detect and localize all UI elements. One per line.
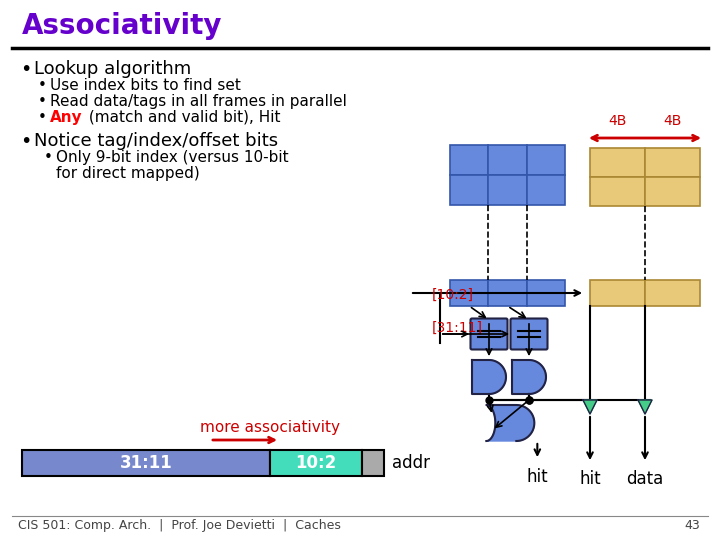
Bar (488, 280, 526, 306)
Text: more associativity: more associativity (200, 420, 340, 435)
Bar (590, 280, 645, 306)
Text: Use index bits to find set: Use index bits to find set (50, 78, 241, 93)
Text: Lookup algorithm: Lookup algorithm (34, 60, 192, 78)
Bar (488, 175, 526, 205)
Text: •: • (38, 78, 47, 93)
Text: 4B: 4B (608, 114, 626, 128)
Text: [10:2]: [10:2] (432, 288, 474, 302)
Bar (645, 280, 700, 306)
Text: •: • (44, 150, 53, 165)
Polygon shape (583, 400, 597, 414)
Text: Associativity: Associativity (22, 12, 222, 40)
Text: •: • (20, 132, 32, 151)
Bar (22, 450, 270, 476)
Text: 43: 43 (684, 519, 700, 532)
Bar (488, 145, 526, 175)
Text: •: • (38, 110, 47, 125)
Bar (450, 280, 488, 306)
Bar (590, 177, 645, 206)
Polygon shape (512, 360, 546, 394)
Polygon shape (486, 405, 534, 441)
Text: 10:2: 10:2 (295, 454, 337, 472)
Text: CIS 501: Comp. Arch.  |  Prof. Joe Devietti  |  Caches: CIS 501: Comp. Arch. | Prof. Joe Deviett… (18, 519, 341, 532)
Text: hit: hit (526, 468, 548, 486)
Text: Any: Any (50, 110, 83, 125)
Text: Read data/tags in all frames in parallel: Read data/tags in all frames in parallel (50, 94, 347, 109)
Bar (450, 175, 488, 205)
Text: [31:11]: [31:11] (432, 321, 483, 335)
Bar (270, 450, 362, 476)
Text: •: • (38, 94, 47, 109)
Bar (645, 177, 700, 206)
Text: addr: addr (392, 454, 430, 472)
Text: for direct mapped): for direct mapped) (56, 166, 199, 181)
Polygon shape (472, 360, 506, 394)
Polygon shape (638, 400, 652, 414)
Bar (526, 145, 565, 175)
Text: hit: hit (579, 470, 600, 488)
Bar (526, 175, 565, 205)
FancyBboxPatch shape (470, 319, 508, 349)
Bar (526, 280, 565, 306)
Bar (645, 148, 700, 177)
Bar (590, 148, 645, 177)
Bar (450, 145, 488, 175)
Bar (362, 450, 384, 476)
FancyBboxPatch shape (510, 319, 547, 349)
Text: 31:11: 31:11 (120, 454, 172, 472)
Text: Notice tag/index/offset bits: Notice tag/index/offset bits (34, 132, 278, 150)
Text: (match and valid bit), Hit: (match and valid bit), Hit (84, 110, 281, 125)
Text: •: • (20, 60, 32, 79)
Text: 4B: 4B (663, 114, 682, 128)
Text: Only 9-bit index (versus 10-bit: Only 9-bit index (versus 10-bit (56, 150, 289, 165)
Text: data: data (626, 470, 664, 488)
